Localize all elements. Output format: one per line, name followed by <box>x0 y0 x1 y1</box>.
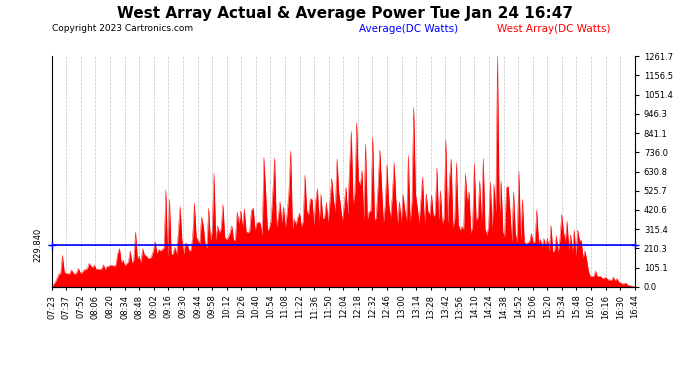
Text: West Array Actual & Average Power Tue Jan 24 16:47: West Array Actual & Average Power Tue Ja… <box>117 6 573 21</box>
Text: West Array(DC Watts): West Array(DC Watts) <box>497 24 610 34</box>
Text: Average(DC Watts): Average(DC Watts) <box>359 24 458 34</box>
Text: Copyright 2023 Cartronics.com: Copyright 2023 Cartronics.com <box>52 24 193 33</box>
